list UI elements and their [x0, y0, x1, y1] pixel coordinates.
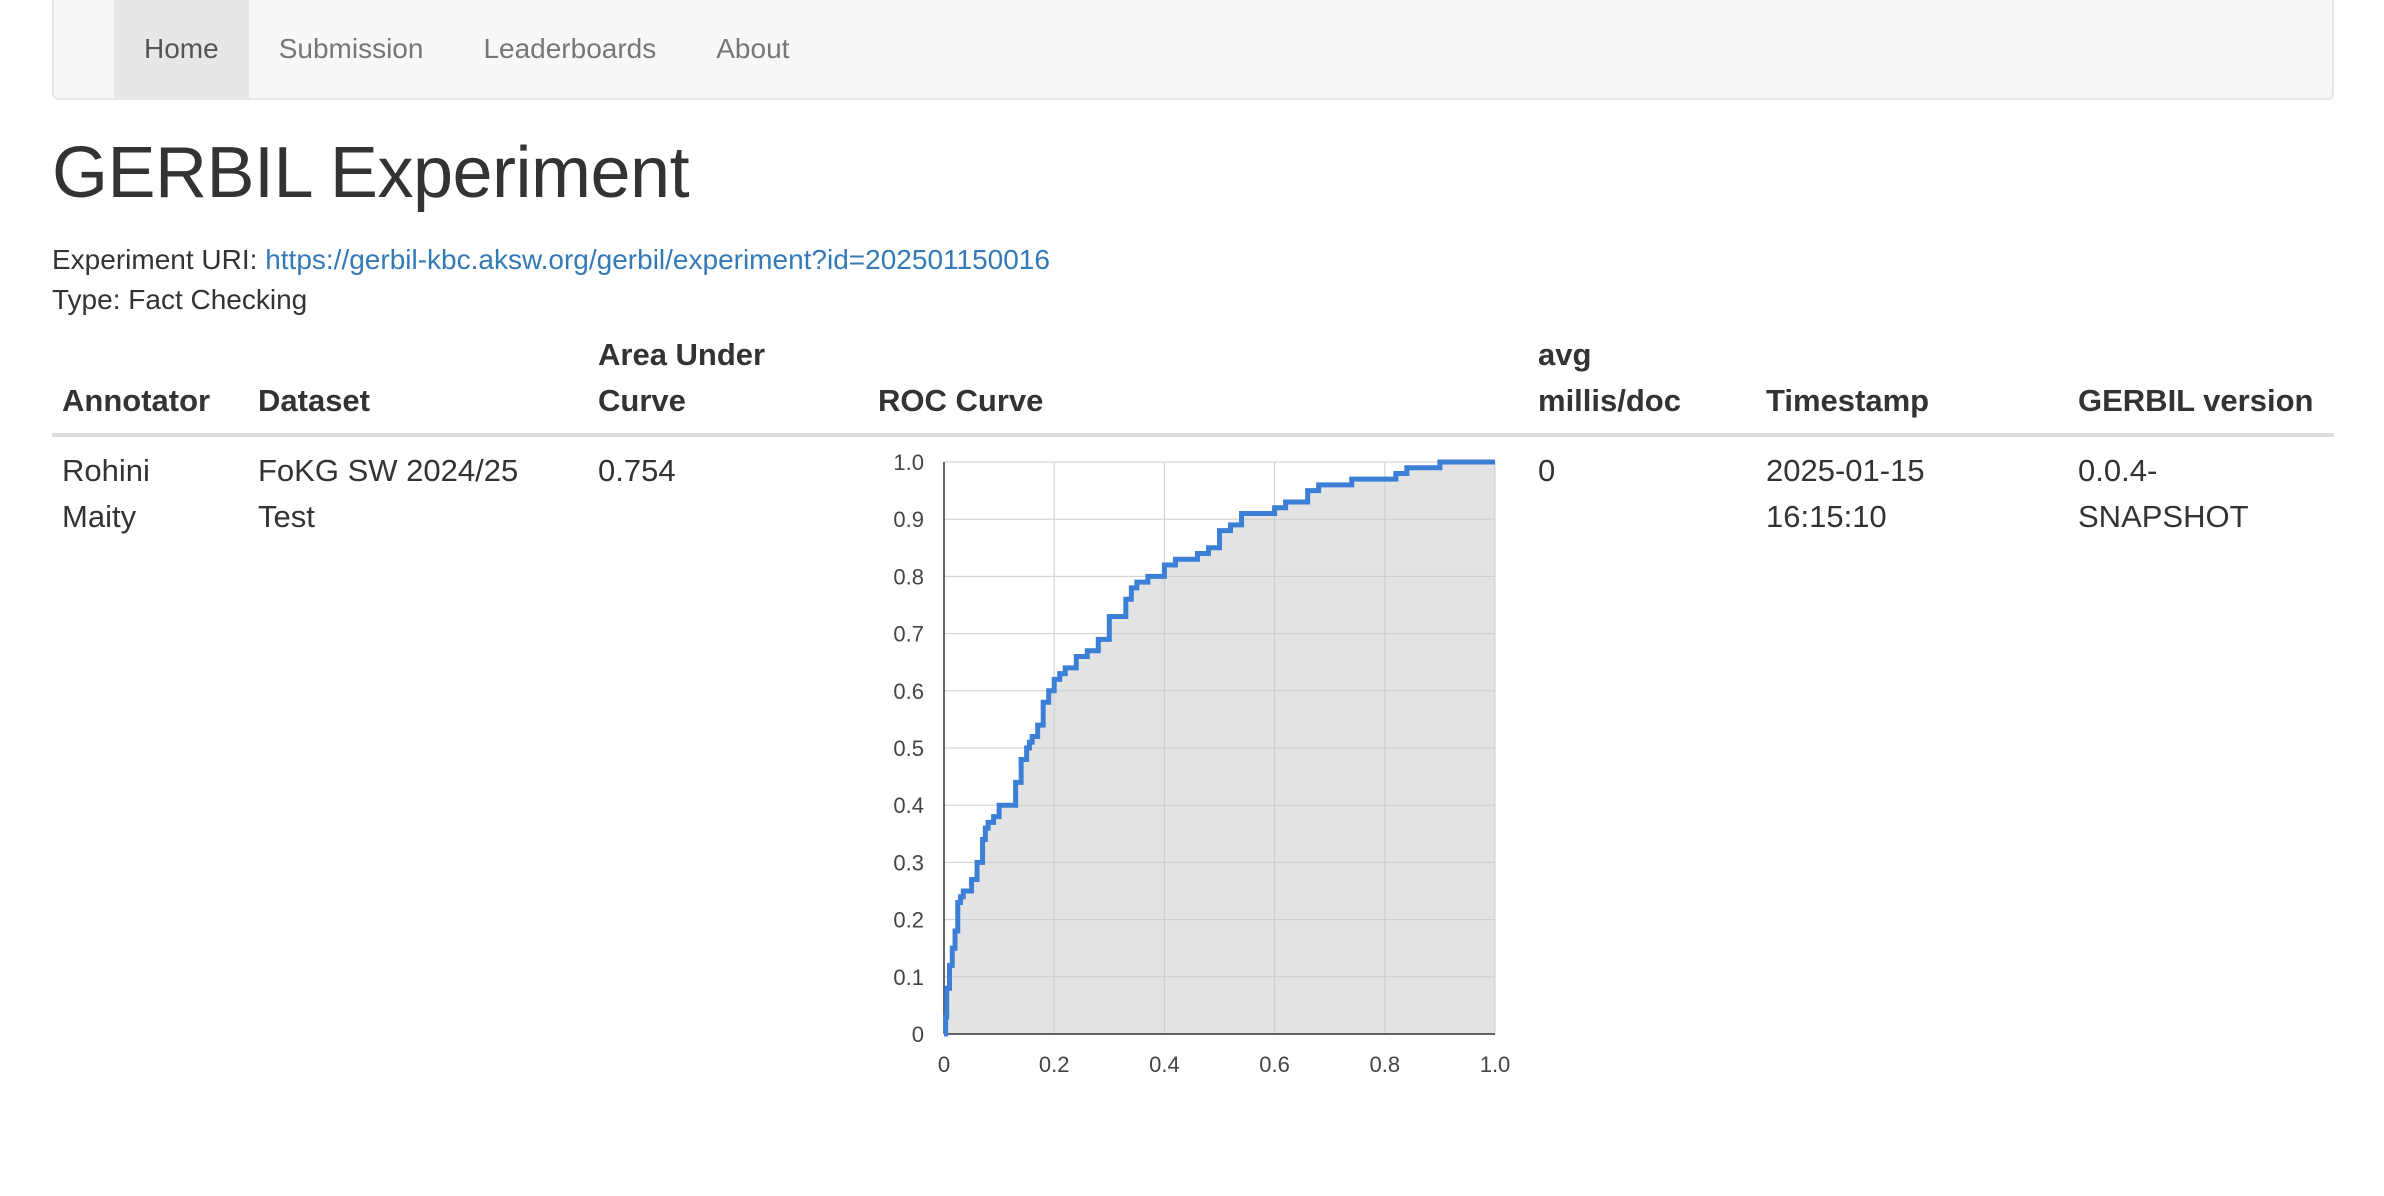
y-tick-label-3: 0.3: [893, 850, 924, 875]
header-auc-line2: Curve: [598, 383, 686, 418]
x-tick-label-0: 0: [938, 1052, 950, 1077]
x-tick-label-5: 1.0: [1480, 1052, 1511, 1077]
cell-annotator-line1: Rohini: [62, 453, 150, 488]
nav-item-about[interactable]: About: [716, 33, 790, 64]
header-avg-line2: millis/doc: [1538, 383, 1681, 418]
y-tick-label-0: 0: [912, 1022, 924, 1047]
header-dataset: Dataset: [258, 383, 370, 418]
y-tick-label-2: 0.2: [893, 908, 924, 933]
experiment-uri-line: Experiment URI: https://gerbil-kbc.aksw.…: [52, 244, 1050, 276]
page-title: GERBIL Experiment: [52, 133, 690, 213]
y-tick-label-10: 1.0: [893, 450, 924, 475]
experiment-uri-label: Experiment URI:: [52, 244, 258, 275]
cell-avg-millis: 0: [1538, 453, 1556, 488]
cell-version-line1: 0.0.4-: [2078, 453, 2158, 488]
cell-annotator-line2: Maity: [62, 499, 137, 534]
cell-version-line2: SNAPSHOT: [2078, 499, 2249, 534]
header-annotator: Annotator: [62, 383, 211, 418]
cell-timestamp: 2025-01-15 16:15:10: [1766, 448, 1925, 540]
cell-annotator: Rohini Maity: [62, 448, 150, 540]
experiment-uri-link[interactable]: https://gerbil-kbc.aksw.org/gerbil/exper…: [265, 244, 1050, 275]
experiment-type-line: Type: Fact Checking: [52, 284, 307, 316]
y-tick-label-6: 0.6: [893, 679, 924, 704]
y-tick-label-7: 0.7: [893, 622, 924, 647]
nav-item-home[interactable]: Home: [114, 0, 249, 98]
x-tick-label-3: 0.6: [1259, 1052, 1290, 1077]
cell-gerbil-version: 0.0.4- SNAPSHOT: [2078, 448, 2249, 540]
y-tick-label-5: 0.5: [893, 736, 924, 761]
cell-auc: 0.754: [598, 453, 676, 488]
header-auc: Area Under Curve: [598, 332, 765, 424]
x-tick-label-2: 0.4: [1149, 1052, 1180, 1077]
header-avg-millis: avg millis/doc: [1538, 332, 1681, 424]
nav-list: Home Submission Leaderboards About: [114, 0, 819, 98]
nav-item-submission[interactable]: Submission: [278, 33, 424, 64]
x-tick-label-1: 0.2: [1039, 1052, 1070, 1077]
experiment-type-value: Fact Checking: [128, 284, 308, 315]
cell-dataset: FoKG SW 2024/25 Test: [258, 448, 518, 540]
y-tick-label-8: 0.8: [893, 564, 924, 589]
cell-dataset-line2: Test: [258, 499, 315, 534]
header-avg-line1: avg: [1538, 337, 1592, 372]
cell-timestamp-line2: 16:15:10: [1766, 499, 1887, 534]
y-tick-label-1: 0.1: [893, 965, 924, 990]
header-divider: [52, 433, 2334, 437]
header-timestamp: Timestamp: [1766, 383, 1930, 418]
roc-curve-line: [943, 459, 1495, 1037]
cell-timestamp-line1: 2025-01-15: [1766, 453, 1925, 488]
roc-chart: 0 0.1 0.2 0.3 0.4 0.5 0.6 0.7 0.8 0.9 1.0 0 0.2 0.4 0.…: [893, 450, 1511, 1077]
cell-roc-curve: 0 0.1 0.2 0.3 0.4 0.5 0.6 0.7 0.8 0.9 1.0 0 0.2 0.4 0.…: [878, 440, 1578, 1085]
y-tick-label-9: 0.9: [893, 507, 924, 532]
header-auc-line1: Area Under: [598, 337, 766, 372]
experiment-type-label: Type:: [52, 284, 121, 315]
navbar: Home Submission Leaderboards About: [52, 0, 2334, 100]
header-gerbil-version: GERBIL version: [2078, 383, 2314, 418]
nav-item-leaderboards[interactable]: Leaderboards: [483, 33, 657, 64]
header-roc-curve: ROC Curve: [878, 383, 1044, 418]
cell-dataset-line1: FoKG SW 2024/25: [258, 453, 519, 488]
y-tick-label-4: 0.4: [893, 793, 924, 818]
x-tick-label-4: 0.8: [1370, 1052, 1401, 1077]
